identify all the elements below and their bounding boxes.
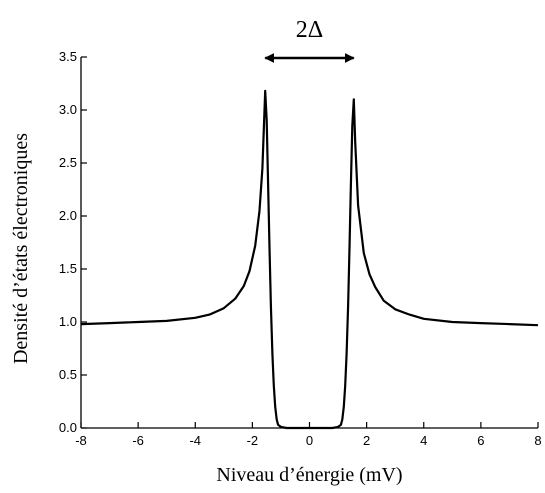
x-tick-label: 2 bbox=[363, 433, 370, 448]
x-tick-label: 6 bbox=[477, 433, 484, 448]
x-tick-label: -4 bbox=[189, 433, 201, 448]
y-tick-label: 3.5 bbox=[59, 49, 77, 64]
x-tick-label: -8 bbox=[75, 433, 87, 448]
y-tick-label: 0.0 bbox=[59, 420, 77, 435]
y-tick-label: 1.5 bbox=[59, 261, 77, 276]
x-tick-label: -6 bbox=[132, 433, 144, 448]
x-axis-ticks: -8 -6 -4 -2 0 2 4 6 8 bbox=[75, 422, 542, 448]
x-tick-label: -2 bbox=[247, 433, 259, 448]
y-tick-label: 2.5 bbox=[59, 155, 77, 170]
x-axis-label: Niveau d’énergie (mV) bbox=[216, 464, 402, 486]
y-tick-label: 1.0 bbox=[59, 314, 77, 329]
x-tick-label: 8 bbox=[534, 433, 541, 448]
y-axis-label: Densité d’états électroniques bbox=[10, 133, 32, 364]
x-tick-label: 0 bbox=[306, 433, 313, 448]
y-tick-label: 2.0 bbox=[59, 208, 77, 223]
y-axis-ticks: 0.0 0.5 1.0 1.5 2.0 2.5 3.0 3.5 bbox=[59, 49, 87, 435]
gap-annotation: 2Δ bbox=[296, 17, 323, 43]
density-of-states-curve bbox=[80, 89, 539, 430]
y-tick-label: 3.0 bbox=[59, 102, 77, 117]
x-tick-label: 4 bbox=[420, 433, 427, 448]
y-tick-label: 0.5 bbox=[59, 367, 77, 382]
